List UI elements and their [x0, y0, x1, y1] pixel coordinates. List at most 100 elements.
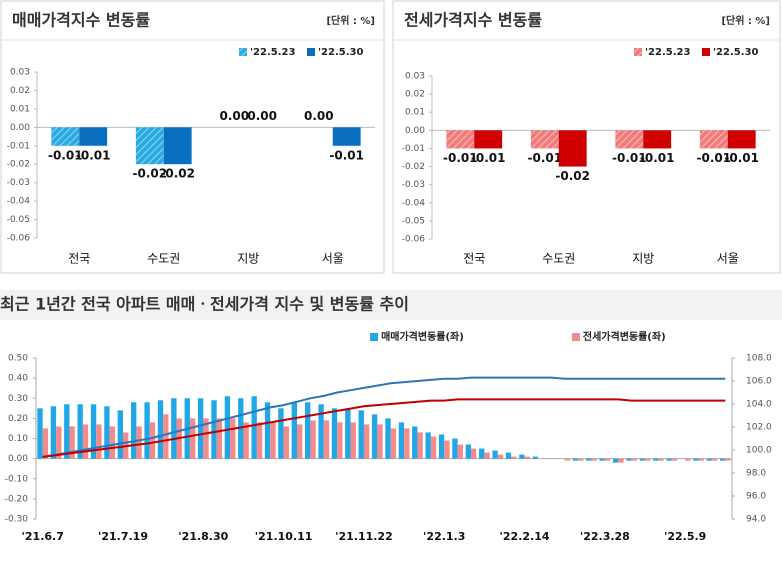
bar: [711, 458, 718, 461]
bar: [591, 458, 597, 461]
x-tick-label: 전국: [463, 252, 485, 266]
bar: [42, 428, 49, 459]
y-tick-label: -0.06: [402, 235, 426, 245]
legend-swatch: [239, 48, 247, 56]
y2-tick-label: 104.0: [746, 400, 772, 410]
bar: [465, 444, 471, 459]
bar: [96, 424, 102, 459]
bar: [479, 448, 485, 459]
bar: [653, 458, 659, 461]
y2-tick-label: 94.0: [746, 515, 766, 525]
x-tick-label: 수도권: [147, 252, 180, 266]
bar: [323, 420, 330, 459]
bar: [474, 130, 503, 149]
bar: [211, 400, 217, 459]
value-label: 0.00: [247, 109, 277, 123]
bar: [639, 458, 645, 461]
bar: [693, 458, 699, 461]
y-tick-label: -0.03: [402, 180, 425, 190]
y2-tick-label: 98.0: [746, 469, 766, 479]
x-tick-label: '22.2.14: [500, 530, 550, 543]
bar: [149, 422, 156, 459]
value-label: -0.01: [443, 151, 478, 165]
y-tick-label: -0.10: [5, 474, 29, 484]
bar: [305, 402, 311, 459]
bar: [37, 408, 43, 459]
bar: [404, 428, 410, 459]
legend-swatch: [307, 48, 315, 56]
y-tick-label: 0.00: [405, 126, 425, 136]
y-tick-label: -0.01: [7, 141, 30, 151]
value-label: -0.01: [471, 151, 506, 165]
bar: [291, 402, 297, 459]
bar: [578, 458, 584, 461]
y-tick-label: 0.40: [8, 374, 28, 384]
legend-label: '22.5.30: [318, 47, 363, 58]
bar: [136, 426, 142, 459]
bar: [524, 456, 530, 459]
x-tick-label: '21.7.19: [98, 530, 148, 543]
bar: [511, 456, 517, 459]
bar: [558, 130, 587, 167]
y-tick-label: -0.02: [402, 162, 425, 172]
y-tick-label: 0.10: [8, 434, 28, 444]
bar: [163, 127, 192, 165]
y-tick-label: -0.20: [5, 494, 29, 504]
bar: [572, 458, 579, 461]
bar: [532, 456, 538, 459]
bar: [104, 406, 110, 459]
bar: [698, 458, 704, 461]
bar: [171, 398, 177, 459]
bar: [337, 422, 343, 459]
value-label: -0.01: [640, 151, 675, 165]
bar: [82, 424, 89, 459]
x-tick-label: 서울: [717, 252, 739, 266]
bar: [270, 422, 276, 459]
value-label: -0.02: [133, 167, 168, 181]
bar: [332, 127, 361, 146]
x-tick-label: '22.3.28: [580, 530, 630, 543]
bar: [604, 458, 611, 461]
x-tick-label: 서울: [322, 252, 344, 266]
y-tick-label: 0.03: [405, 72, 425, 82]
bar: [444, 440, 450, 459]
legend-label: '22.5.23: [250, 47, 295, 58]
bar: [310, 420, 316, 459]
bar: [438, 434, 445, 459]
bar: [615, 130, 644, 149]
bar: [297, 424, 303, 459]
chart-title: 최근 1년간 전국 아파트 매매ㆍ전세가격 지수 및 변동률 추이: [0, 295, 409, 314]
bar: [131, 402, 137, 459]
bar: [484, 452, 490, 459]
bar: [278, 408, 284, 459]
bar: [719, 458, 726, 461]
bar: [599, 458, 605, 461]
bar: [109, 426, 115, 459]
y-tick-label: 0.50: [8, 354, 28, 364]
value-label: 0.00: [220, 109, 250, 123]
bar: [51, 127, 80, 146]
y2-tick-label: 96.0: [746, 492, 766, 502]
y-tick-label: -0.05: [7, 215, 30, 225]
bar: [643, 130, 672, 149]
x-tick-label: '22.5.9: [664, 530, 706, 543]
bar: [377, 424, 383, 459]
bar: [251, 396, 257, 459]
bar: [197, 398, 204, 459]
bar: [519, 454, 525, 459]
x-tick-label: 지방: [632, 252, 654, 266]
bar: [586, 458, 592, 461]
y-tick-label: -0.30: [5, 515, 29, 525]
legend-swatch: [634, 48, 642, 56]
bar: [725, 458, 731, 461]
legend-swatch: [571, 333, 580, 341]
bar: [230, 418, 236, 459]
bar: [412, 426, 418, 459]
legend-label: 전세가격변동률(좌): [583, 330, 666, 343]
x-tick-label: 전국: [68, 252, 90, 266]
bar: [618, 458, 624, 463]
bar: [79, 127, 108, 146]
y-tick-label: 0.00: [8, 454, 28, 464]
bar: [685, 458, 691, 461]
bar: [371, 414, 378, 459]
